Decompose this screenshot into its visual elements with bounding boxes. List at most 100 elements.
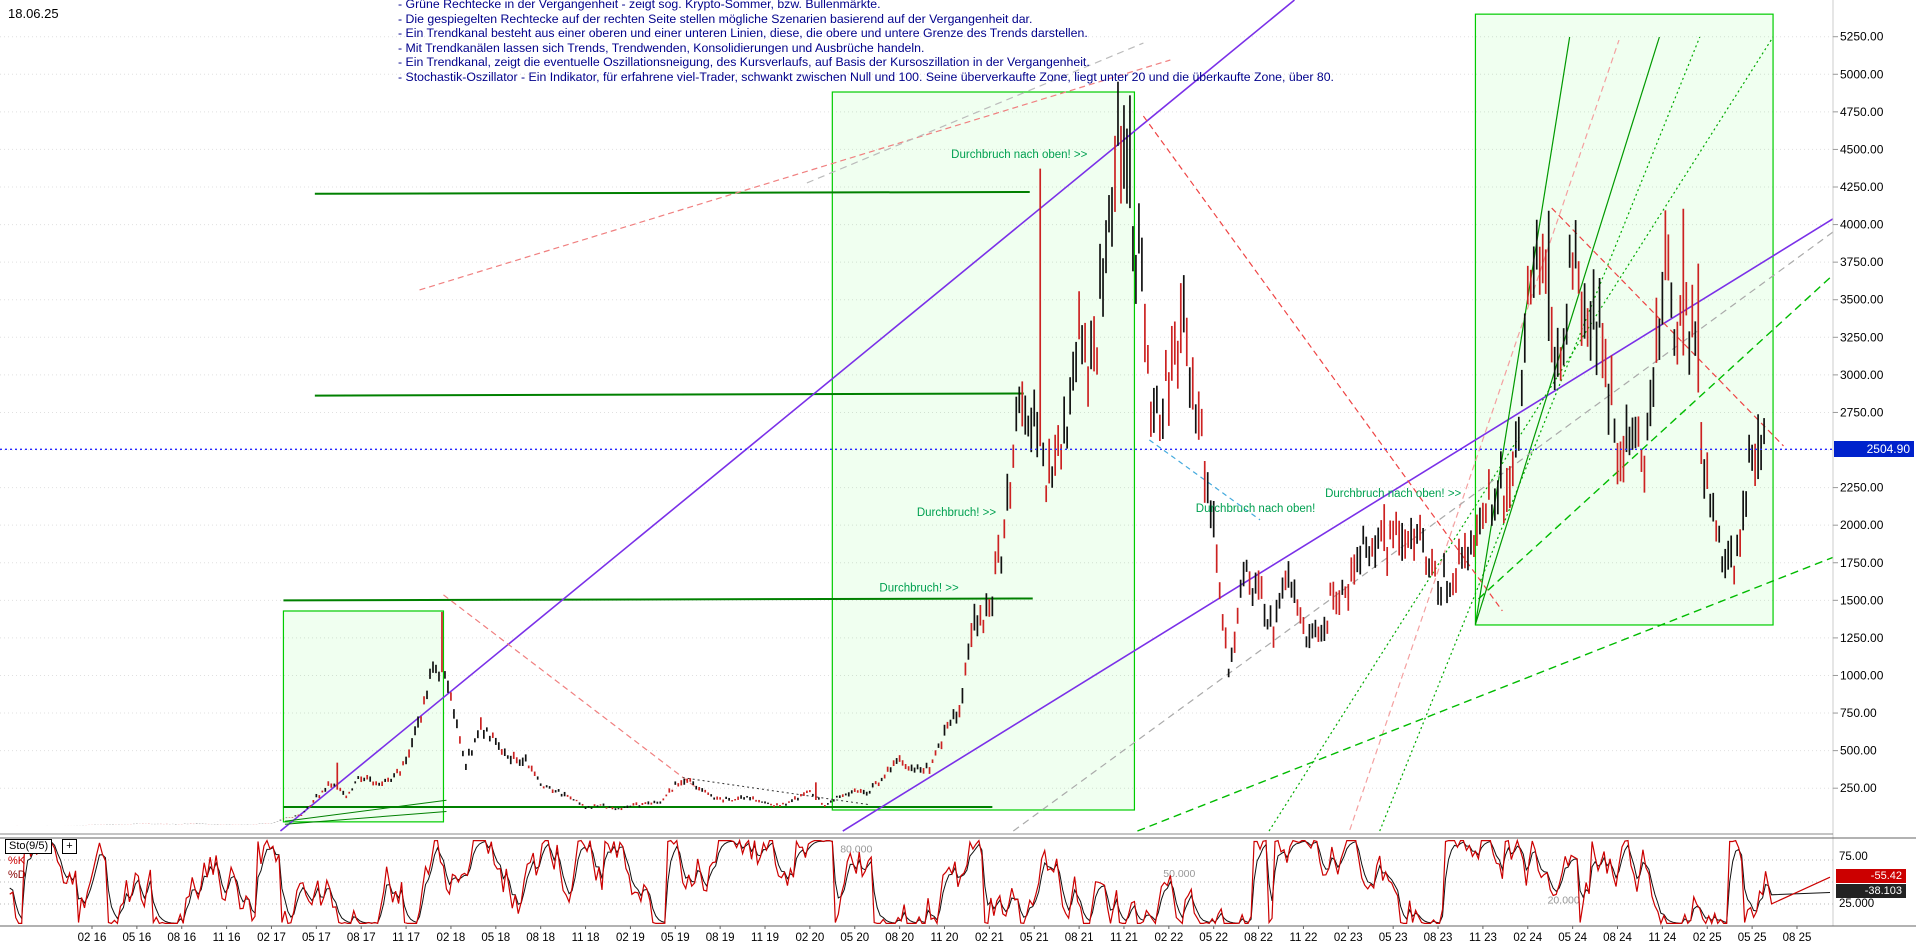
breakout-label: Durchbruch! >>	[879, 582, 959, 594]
oscillator-k-value-badge: -55.42	[1836, 869, 1906, 883]
date-tick-label: 08 21	[1065, 932, 1094, 944]
date-tick-label: 05 18	[481, 932, 510, 944]
breakout-annotations: Durchbruch nach oben! >> Durchbruch! >> Du…	[879, 149, 1461, 594]
date-tick-label: 11 17	[392, 932, 420, 944]
trend-line	[806, 42, 1144, 184]
date-tick-label: 08 18	[526, 932, 555, 944]
trend-line	[1477, 274, 1833, 600]
date-tick-label: 05 24	[1558, 932, 1587, 944]
price-tick-label: 4500.00	[1840, 142, 1884, 156]
price-tick-label: 2250.00	[1840, 481, 1884, 495]
stochastic-k-line	[9, 838, 1831, 926]
date-tick-label: 08 17	[347, 932, 376, 944]
annotation-line: - Ein Trendkanal besteht aus einer obere…	[398, 26, 1088, 41]
date-tick-label: 02 22	[1154, 932, 1183, 944]
date-tick-label: 02 19	[616, 932, 645, 944]
trend-line	[279, 0, 1295, 832]
oscillator-k-label: %K	[8, 855, 26, 867]
breakout-label: Durchbruch nach oben! >>	[951, 149, 1087, 161]
price-tick-label: 5250.00	[1840, 30, 1884, 44]
oscillator-zone-label: 20.000	[1548, 895, 1580, 907]
price-tick-label: 1750.00	[1840, 556, 1884, 570]
date-tick-label: 08 25	[1783, 932, 1812, 944]
price-tick-label: 4250.00	[1840, 180, 1884, 194]
trend-line	[314, 392, 1024, 397]
price-tick-label: 3750.00	[1840, 255, 1884, 269]
trend-line	[443, 594, 700, 791]
date-tick-label: 08 23	[1424, 932, 1453, 944]
oscillator-label-box[interactable]: Sto(9/5)	[5, 839, 53, 854]
time-axis: 02 16 05 16 08 16 11 16 02 17 05 17 08 17 11 17…	[78, 926, 1812, 944]
price-tick-label: 1500.00	[1840, 593, 1884, 607]
oscillator-zone-label: 80.000	[840, 844, 872, 856]
price-tick-label: 3250.00	[1840, 330, 1884, 344]
breakout-label: Durchbruch! >>	[917, 507, 997, 519]
price-tick-label: 1000.00	[1840, 668, 1884, 682]
date-tick-label: 08 19	[706, 932, 735, 944]
trend-line	[314, 190, 1030, 195]
stochastic-panel: 80.000 50.000 20.000	[0, 838, 1833, 926]
annotation-line: - Ein Trendkanal, zeigt die eventuelle O…	[398, 55, 1090, 70]
price-tick-label: 5000.00	[1840, 67, 1884, 81]
date-tick-label: 05 17	[302, 932, 331, 944]
trend-line	[1149, 439, 1261, 521]
date-tick-label: 02 16	[78, 932, 107, 944]
price-tick-label: 500.00	[1840, 744, 1877, 758]
trend-line	[419, 59, 1171, 291]
oscillator-name: Sto(9/5)	[9, 840, 49, 852]
date-tick-label: 05 22	[1199, 932, 1228, 944]
date-tick-label: 02 24	[1513, 932, 1542, 944]
breakout-label: Durchbruch nach oben! >>	[1325, 488, 1461, 500]
date-tick-label: 11 21	[1110, 932, 1138, 944]
price-tick-label: 4750.00	[1840, 105, 1884, 119]
bull-market-rectangles	[282, 13, 1774, 823]
date-tick-label: 08 24	[1603, 932, 1632, 944]
annotation-line: - Die gespiegelten Rechtecke auf der rec…	[398, 11, 1033, 26]
date-tick-label: 02 17	[257, 932, 286, 944]
date-tick-label: 08 22	[1244, 932, 1273, 944]
trend-line	[1137, 556, 1833, 832]
price-axis: 5250.00 5000.00 4750.00 4500.00 4250.00 4000.…	[1832, 0, 1884, 926]
date-tick-label: 08 16	[167, 932, 196, 944]
trend-line	[682, 777, 870, 806]
annotation-line: - Grüne Rechtecke in der Vergangenheit -…	[398, 0, 881, 11]
trend-line	[1268, 36, 1774, 832]
price-tick-label: 4000.00	[1840, 218, 1884, 232]
date-tick-label: 11 19	[751, 932, 779, 944]
date-tick-label: 02 18	[437, 932, 466, 944]
date-tick-label: 05 16	[122, 932, 151, 944]
date-tick-label: 02 25	[1693, 932, 1722, 944]
date-tick-label: 11 18	[572, 932, 600, 944]
date-tick-label: 05 25	[1738, 932, 1767, 944]
date-tick-label: 02 23	[1334, 932, 1363, 944]
price-tick-label: 2000.00	[1840, 518, 1884, 532]
bull-market-rectangle	[831, 91, 1136, 811]
trend-line	[1551, 207, 1784, 447]
oscillator-d-label: %D	[8, 869, 26, 881]
date-tick-label: 05 19	[661, 932, 690, 944]
oscillator-level-25-label: 25.000	[1839, 898, 1875, 910]
date-tick-label: 11 20	[931, 932, 959, 944]
date-tick-label: 02 21	[975, 932, 1004, 944]
trend-line	[284, 799, 447, 822]
price-tick-label: 3000.00	[1840, 368, 1884, 382]
date-tick-label: 08 20	[885, 932, 914, 944]
trend-line	[1142, 115, 1503, 612]
trend-lines	[279, 0, 1833, 832]
trend-line	[284, 810, 447, 825]
breakout-label: Durchbruch nach oben!	[1196, 503, 1316, 515]
date-tick-label: 11 22	[1289, 932, 1317, 944]
panel-separators	[0, 833, 1916, 927]
oscillator-expand-button[interactable]: +	[62, 839, 77, 854]
date-tick-label: 11 16	[213, 932, 241, 944]
oscillator-zone-label: 50.000	[1163, 868, 1195, 880]
price-tick-label: 1250.00	[1840, 631, 1884, 645]
date-tick-label: 05 20	[840, 932, 869, 944]
annotation-line: - Mit Trendkanälen lassen sich Trends, T…	[398, 40, 925, 55]
oscillator-d-value-badge: -38.103	[1836, 884, 1906, 898]
price-tick-label: 3500.00	[1840, 293, 1884, 307]
trend-line	[1474, 36, 1571, 625]
candlestick-series	[16, 81, 1765, 826]
